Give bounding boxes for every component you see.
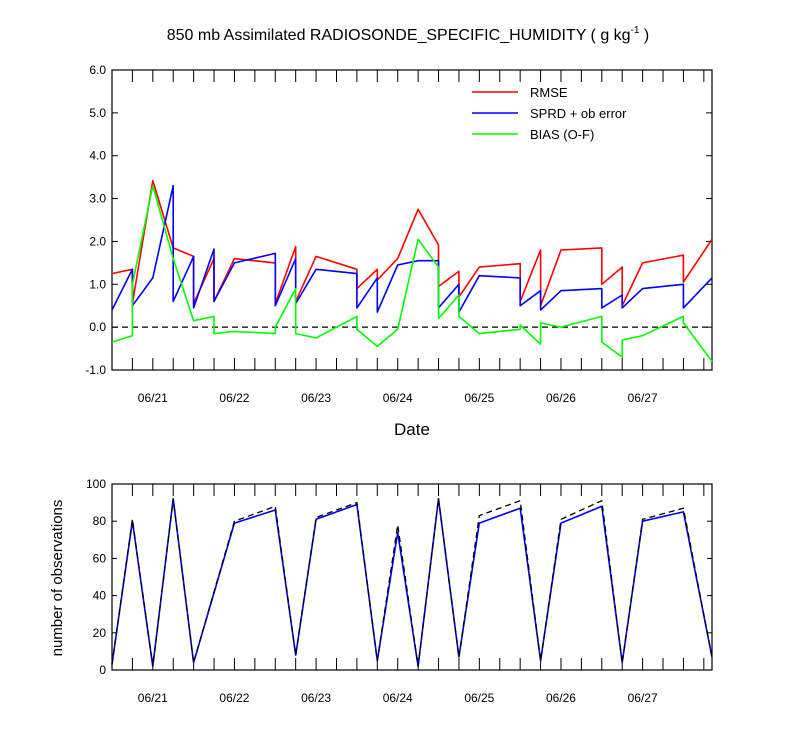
title-superscript: -1 [631,25,640,36]
bottom-series-possible-line [111,498,713,667]
top-y-tick-label: -1.0 [85,363,106,377]
bottom-y-tick-label: 40 [93,589,107,603]
top-series-sprd-line [111,184,713,313]
bottom-y-axis-label: number of observations [49,500,66,657]
bottom-y-tick-label: 60 [93,551,107,565]
bottom-x-tick-label: 06/23 [301,691,331,705]
bottom-x-tick-label: 06/27 [628,691,658,705]
top-x-tick-label: 06/21 [138,391,168,405]
legend: RMSE SPRD + ob error BIAS (O-F) [472,85,627,142]
legend-bias-label: BIAS (O-F) [530,127,594,142]
title-close: ) [639,27,649,44]
bottom-y-tick-label: 80 [93,514,107,528]
bottom-x-tick-label: 06/26 [546,691,576,705]
top-x-tick-label: 06/26 [546,391,576,405]
bottom-x-tick-label: 06/21 [138,691,168,705]
top-series-bias-line [111,184,713,362]
bottom-plot-panel: 0 20 40 60 80 100 06/21 06/22 06/23 06/24 06/25 06/… [86,477,713,705]
title-main: 850 mb Assimilated RADIOSONDE_SPECIFIC_H… [167,27,631,44]
bottom-x-tick-label: 06/24 [383,691,413,705]
top-plot-panel: -1.0 0.0 1.0 2.0 3.0 4.0 5.0 6.0 06/21 06/22 06/23… [85,63,713,405]
top-y-tick-label: 4.0 [89,149,106,163]
bottom-y-tick-label: 20 [93,626,107,640]
x-axis-label: Date [394,420,430,439]
top-y-tick-label: 6.0 [89,63,106,77]
top-y-tick-label: 0.0 [89,320,106,334]
bottom-y-tick-label: 100 [86,477,106,491]
bottom-x-tick-label: 06/22 [219,691,249,705]
bottom-series-sprd-line [111,498,713,668]
bottom-x-tick-label: 06/25 [464,691,494,705]
top-y-tick-label: 5.0 [89,106,106,120]
bottom-y-tick-label: 0 [99,663,106,677]
top-y-tick-label: 2.0 [89,234,106,248]
top-series-rmse-line [111,179,713,307]
legend-rmse-label: RMSE [530,85,568,100]
top-x-tick-label: 06/23 [301,391,331,405]
top-y-tick-label: 1.0 [89,277,106,291]
top-x-tick-label: 06/27 [628,391,658,405]
legend-sprd-label: SPRD + ob error [530,106,627,121]
top-y-tick-label: 3.0 [89,192,106,206]
top-plot-frame [111,69,713,371]
top-x-tick-label: 06/25 [464,391,494,405]
top-x-tick-label: 06/22 [219,391,249,405]
chart-title: 850 mb Assimilated RADIOSONDE_SPECIFIC_H… [167,25,650,44]
top-x-tick-label: 06/24 [383,391,413,405]
bottom-plot-frame [111,483,713,671]
